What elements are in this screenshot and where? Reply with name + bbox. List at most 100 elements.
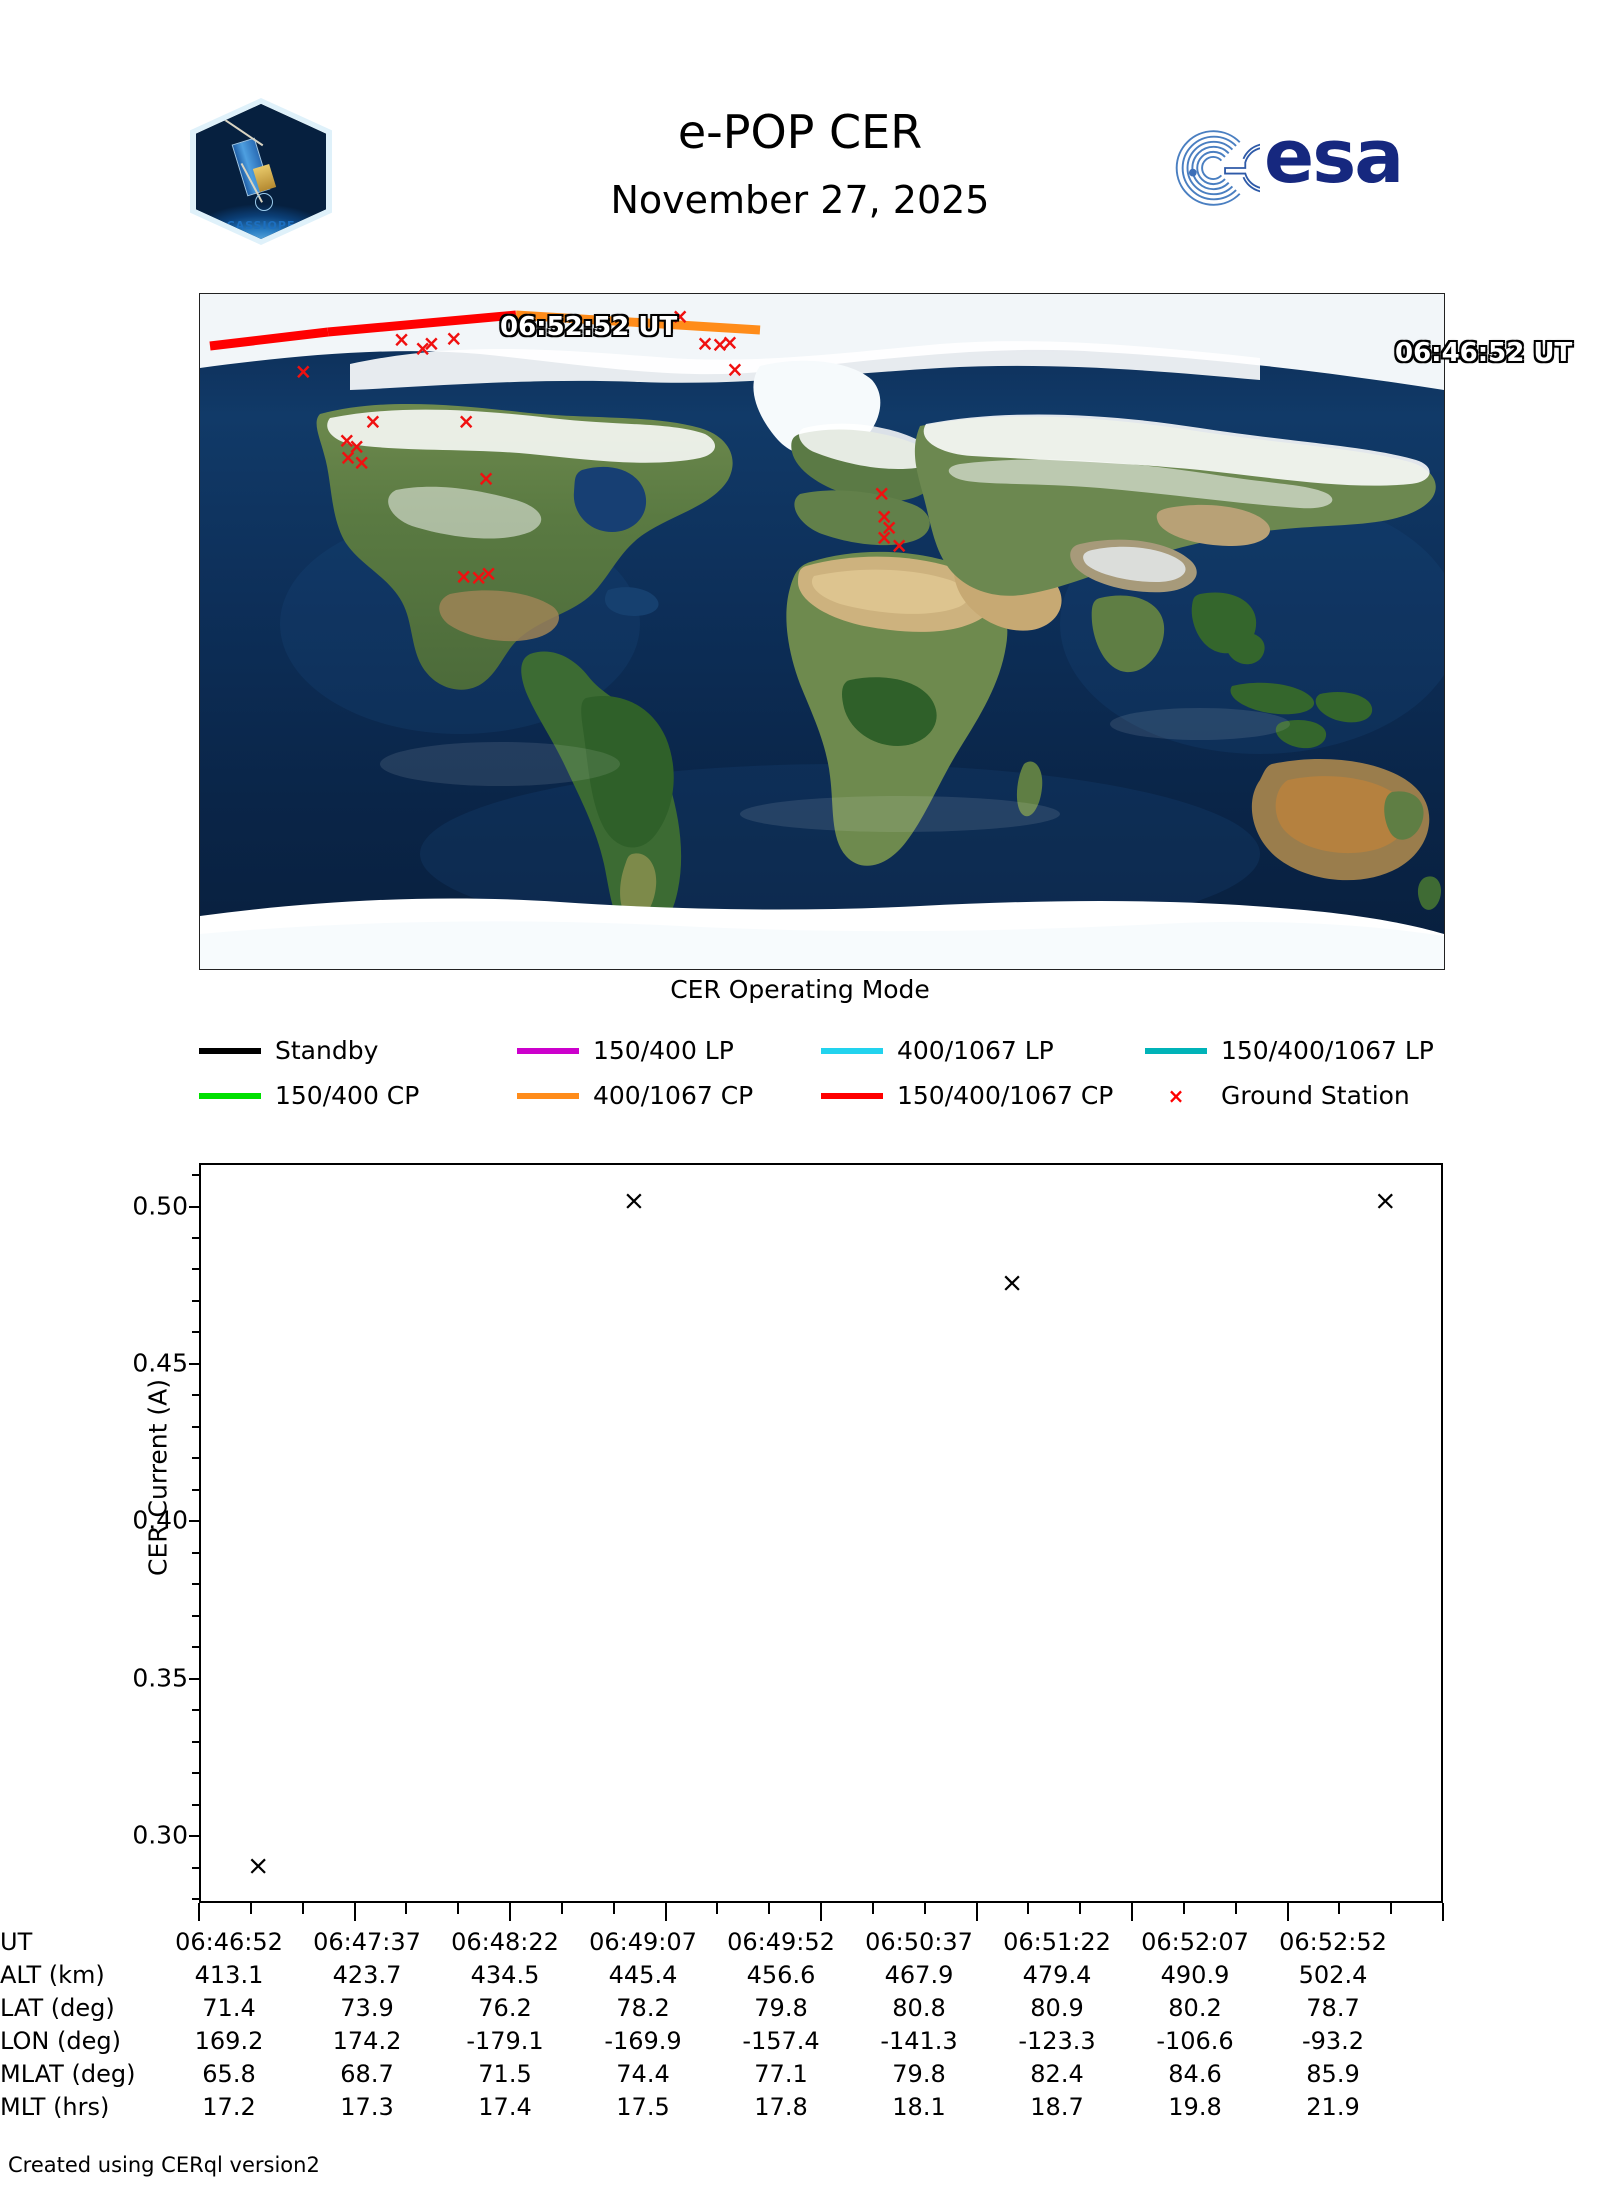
table-row-label: MLT (hrs) [0,2092,110,2121]
table-row: MLT (hrs) 17.2 17.3 17.4 17.5 17.8 18.1 18.7 19.… [0,2090,1402,2123]
ground-station-marker-icon: × [392,327,411,352]
world-map-image [200,294,1444,969]
legend-item-400-1067-cp[interactable]: 400/1067 CP [517,1081,753,1110]
table-cell: 06:52:07 [1141,1927,1249,1956]
ground-station-marker-icon: × [347,434,366,459]
esa-wordmark: esa [1264,114,1404,200]
table-cell: 76.2 [478,1993,532,2022]
ground-station-marker-icon: × [872,481,891,506]
plot-area[interactable]: × × × × [199,1163,1443,1903]
table-cell: 06:46:52 [175,1927,283,1956]
y-axis-minor-tick [192,1551,201,1554]
table-cell: 06:49:07 [589,1927,697,1956]
y-axis-minor-tick [192,1331,201,1334]
legend-item-ground-station[interactable]: × Ground Station [1145,1081,1410,1110]
table-cell: 17.4 [478,2092,532,2121]
table-row-label: LON (deg) [0,2026,121,2055]
y-axis-tick-label: 0.30 [132,1820,188,1850]
data-point-marker: × [1373,1185,1397,1217]
legend-label: Standby [275,1036,379,1065]
table-cell: 18.1 [892,2092,946,2121]
esa-emblem-icon [1175,130,1260,206]
legend-item-400-1067-lp[interactable]: 400/1067 LP [821,1036,1054,1065]
table-cell: -179.1 [466,2026,544,2055]
cassiope-logo-label: CASSIOPE [226,219,296,232]
x-axis-minor-tick [612,1903,615,1914]
ground-station-marker-icon: × [364,409,382,434]
x-axis-tick [975,1903,978,1921]
legend-label: 400/1067 LP [897,1036,1054,1065]
ground-station-marker-icon: × [294,359,313,384]
x-axis-tick [1286,1903,1289,1921]
table-cell: 434.5 [470,1960,540,1989]
table-row-label: LAT (deg) [0,1993,115,2022]
table-row: MLAT (deg) 65.8 68.7 71.5 74.4 77.1 79.8 82.4 84… [0,2057,1402,2090]
table-cell: 19.8 [1168,2092,1222,2121]
x-axis-tick [664,1903,667,1921]
y-axis-minor-tick [192,1709,201,1712]
y-axis-tick [189,1362,201,1365]
legend-label: 400/1067 CP [593,1081,754,1110]
legend-color-swatch [199,1092,261,1099]
x-axis-tick [509,1903,511,1921]
legend-item-standby[interactable]: Standby [199,1036,378,1065]
y-axis-minor-tick [192,1898,201,1901]
table-row: LON (deg) 169.2 174.2 -179.1 -169.9 -157.4 -14… [0,2024,1402,2057]
y-axis-minor-tick [192,1740,201,1743]
x-axis-tick [353,1903,356,1921]
y-axis-minor-tick [192,1268,201,1271]
y-axis-minor-tick [192,1425,201,1428]
legend-label: 150/400/1067 LP [1221,1036,1434,1065]
page-subtitle-date: November 27, 2025 [610,178,990,222]
y-axis-tick [189,1835,201,1838]
legend-item-150-400-cp[interactable]: 150/400 CP [199,1081,419,1110]
table-row-label: UT [0,1927,33,1956]
table-cell: 17.3 [340,2092,394,2121]
y-axis-tick-label: 0.45 [132,1348,188,1378]
legend-label: Ground Station [1221,1081,1410,1110]
table-row-label: ALT (km) [0,1960,105,1989]
y-axis-minor-tick [192,1866,201,1869]
y-axis-minor-tick [192,1583,201,1586]
table-cell: 169.2 [194,2026,264,2055]
legend-color-swatch [821,1092,883,1099]
table-cell: 82.4 [1030,2059,1084,2088]
x-axis-tick [1442,1903,1444,1921]
table-cell: 80.9 [1030,1993,1084,2022]
ground-station-marker-icon: × [454,564,473,589]
table-cell: 79.8 [892,2059,946,2088]
map-time-label-start: 06:52:52 UT [500,312,678,342]
ground-station-marker-icon: × [457,409,476,434]
y-axis-tick-label: 0.50 [132,1191,188,1220]
table-cell: 78.7 [1306,1993,1360,2022]
legend: Standby 150/400 LP 400/1067 LP 150/400/1067… [199,1028,1443,1118]
legend-color-swatch [517,1047,579,1054]
x-axis-minor-tick [1182,1903,1185,1914]
x-axis-minor-tick [1390,1903,1393,1914]
ground-station-marker-icon: × [696,331,714,356]
ground-station-marker-icon: × [477,466,495,491]
legend-item-150-400-1067-cp[interactable]: 150/400/1067 CP [821,1081,1113,1110]
x-axis-tick [820,1903,822,1921]
table-cell: 79.8 [754,1993,808,2022]
ground-station-marker-icon: × [875,504,893,529]
cer-current-plot: CER Current (A) 0.30 0.35 0.40 0.45 0.50 × × ×… [0,1163,1600,1921]
table-cell: 413.1 [194,1960,264,1989]
x-axis-minor-tick [1079,1903,1082,1914]
table-cell: 68.7 [340,2059,394,2088]
table-row-label: MLAT (deg) [0,2059,136,2088]
table-cell: 06:52:52 [1279,1927,1387,1956]
legend-color-swatch [821,1047,883,1054]
y-axis-tick-label: 0.40 [132,1505,188,1535]
legend-item-150-400-lp[interactable]: 150/400 LP [517,1036,734,1065]
world-map-panel[interactable]: × × × × × × × × × × × × × × × × × × × × × × × × × [199,293,1445,970]
legend-item-150-400-1067-lp[interactable]: 150/400/1067 LP [1145,1036,1434,1065]
table-cell: 77.1 [754,2059,808,2088]
y-axis-minor-tick [192,1646,201,1649]
footer-credit: Created using CERql version2 [8,2153,320,2177]
table-cell: 456.6 [746,1960,816,1989]
table-cell: -123.3 [1018,2026,1096,2055]
table-cell: 73.9 [340,1993,394,2022]
table-cell: 71.5 [478,2059,532,2088]
x-axis-minor-tick [1027,1903,1030,1914]
